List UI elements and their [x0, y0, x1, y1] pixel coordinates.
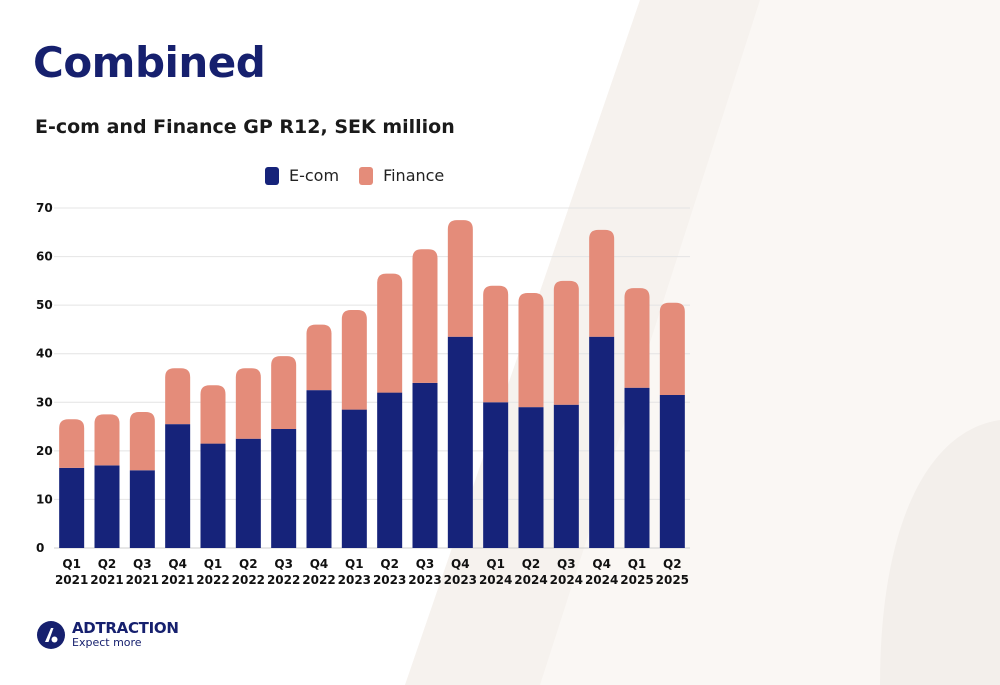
y-tick-label: 10 — [36, 492, 53, 506]
x-tick-label-quarter: Q3 — [274, 557, 293, 571]
bar-ecom — [659, 395, 685, 548]
legend-item-finance: Finance — [359, 166, 444, 185]
bar-ecom — [377, 392, 403, 548]
x-tick-label-year: 2025 — [656, 573, 689, 587]
bar-finance — [483, 285, 509, 403]
bar-finance — [377, 273, 403, 393]
x-tick-label-year: 2022 — [267, 573, 300, 587]
bar-finance — [59, 419, 85, 468]
bar-ecom — [483, 402, 509, 548]
x-tick-label-quarter: Q2 — [98, 557, 117, 571]
x-tick-label-quarter: Q4 — [592, 557, 611, 571]
x-tick-label-quarter: Q4 — [310, 557, 329, 571]
bar-ecom — [589, 336, 615, 548]
x-tick-label-year: 2023 — [444, 573, 477, 587]
x-tick-label-quarter: Q1 — [204, 557, 223, 571]
x-tick-label-year: 2022 — [302, 573, 335, 587]
y-tick-label: 30 — [36, 395, 53, 409]
bar-finance — [624, 288, 650, 388]
legend-swatch-ecom — [265, 166, 279, 185]
brand-logo: ADTRACTION Expect more — [36, 620, 179, 650]
x-tick-label-quarter: Q3 — [557, 557, 576, 571]
x-tick-label-year: 2022 — [196, 573, 229, 587]
x-tick-label-quarter: Q1 — [486, 557, 505, 571]
legend-swatch-finance — [359, 166, 374, 185]
page-title: Combined — [33, 38, 266, 87]
x-tick-label-year: 2021 — [161, 573, 194, 587]
bar-finance — [341, 310, 367, 410]
bar-finance — [589, 229, 615, 337]
bar-finance — [659, 302, 685, 395]
bar-finance — [94, 414, 120, 466]
bar-ecom — [94, 465, 120, 548]
x-tick-label-quarter: Q3 — [133, 557, 152, 571]
adtraction-logo-icon — [37, 621, 65, 649]
x-tick-label-year: 2023 — [338, 573, 371, 587]
x-tick-label-quarter: Q2 — [239, 557, 258, 571]
y-tick-label: 70 — [36, 201, 53, 215]
x-tick-label-quarter: Q1 — [628, 557, 647, 571]
bar-ecom — [129, 470, 155, 548]
bar-ecom — [518, 407, 544, 548]
x-tick-label-year: 2024 — [514, 573, 547, 587]
bar-finance — [129, 412, 155, 471]
y-tick-label: 20 — [36, 444, 53, 458]
bar-ecom — [447, 336, 473, 548]
y-tick-label: 60 — [36, 250, 53, 264]
x-tick-label-year: 2022 — [232, 573, 265, 587]
legend-label-finance: Finance — [383, 166, 445, 185]
bar-ecom — [235, 438, 261, 548]
legend-label-ecom: E-com — [289, 166, 340, 185]
bar-finance — [412, 249, 438, 383]
y-tick-label: 40 — [36, 347, 53, 361]
x-tick-label-year: 2024 — [479, 573, 512, 587]
y-tick-label: 50 — [36, 298, 53, 312]
bar-finance — [200, 385, 226, 444]
chart-subtitle: E-com and Finance GP R12, SEK million — [35, 116, 455, 138]
x-tick-label-year: 2025 — [620, 573, 653, 587]
x-tick-label-quarter: Q2 — [663, 557, 682, 571]
bar-finance — [165, 368, 191, 425]
bar-finance — [306, 324, 332, 391]
bar-finance — [518, 293, 544, 408]
x-tick-label-year: 2021 — [90, 573, 123, 587]
bar-ecom — [412, 382, 438, 548]
x-tick-label-quarter: Q2 — [380, 557, 399, 571]
bar-ecom — [624, 387, 650, 548]
x-tick-label-year: 2021 — [126, 573, 159, 587]
bar-ecom — [59, 467, 85, 548]
x-tick-label-quarter: Q4 — [451, 557, 470, 571]
brand-tagline: Expect more — [72, 636, 142, 650]
bar-ecom — [200, 443, 226, 548]
x-tick-label-year: 2023 — [373, 573, 406, 587]
bar-ecom — [165, 424, 191, 548]
x-tick-label-quarter: Q3 — [416, 557, 435, 571]
x-tick-label-quarter: Q1 — [345, 557, 364, 571]
bar-finance — [235, 368, 261, 439]
bar-ecom — [341, 409, 367, 548]
x-tick-label-quarter: Q4 — [168, 557, 187, 571]
legend-item-ecom: E-com — [265, 166, 339, 185]
x-tick-label-quarter: Q1 — [62, 557, 81, 571]
chart-legend: E-com Finance — [265, 166, 444, 185]
bar-finance — [447, 220, 473, 337]
x-tick-label-year: 2024 — [550, 573, 583, 587]
bar-finance — [553, 280, 579, 405]
x-tick-label-year: 2021 — [55, 573, 88, 587]
bar-ecom — [306, 390, 332, 548]
bar-finance — [271, 356, 297, 429]
y-tick-label: 0 — [36, 541, 44, 555]
bar-ecom — [553, 404, 579, 548]
brand-name: ADTRACTION — [72, 619, 179, 638]
x-tick-label-quarter: Q2 — [522, 557, 541, 571]
x-tick-label-year: 2024 — [585, 573, 618, 587]
x-tick-label-year: 2023 — [408, 573, 441, 587]
bar-ecom — [271, 429, 297, 548]
